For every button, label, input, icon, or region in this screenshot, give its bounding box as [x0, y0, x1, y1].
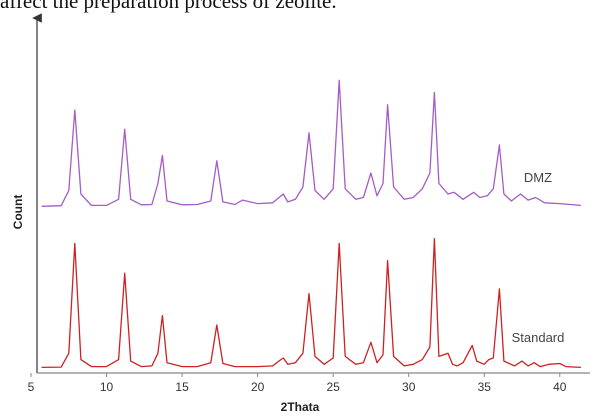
series-label-dmz: DMZ: [524, 170, 552, 185]
x-tick-group: 5 10 15 20 25 30 35 40: [28, 373, 567, 394]
x-tick-label: 20: [251, 380, 265, 394]
series-label-group: DMZ Standard: [512, 170, 565, 345]
x-axis-title: 2Thata: [281, 400, 320, 414]
x-tick-label: 5: [28, 380, 35, 394]
x-tick-label: 10: [100, 380, 114, 394]
series-line-standard: [41, 238, 581, 369]
series-label-standard: Standard: [512, 330, 565, 345]
x-tick-label: 25: [326, 380, 340, 394]
caption-text: affect the preparation process of zeolit…: [0, 0, 337, 13]
x-tick-label: 15: [175, 380, 189, 394]
series-line-dmz: [41, 79, 581, 207]
x-tick-label: 35: [478, 380, 492, 394]
series-group: [41, 79, 581, 369]
x-tick-label: 40: [553, 380, 567, 394]
y-axis-title: Count: [11, 195, 25, 230]
x-tick-label: 30: [402, 380, 416, 394]
